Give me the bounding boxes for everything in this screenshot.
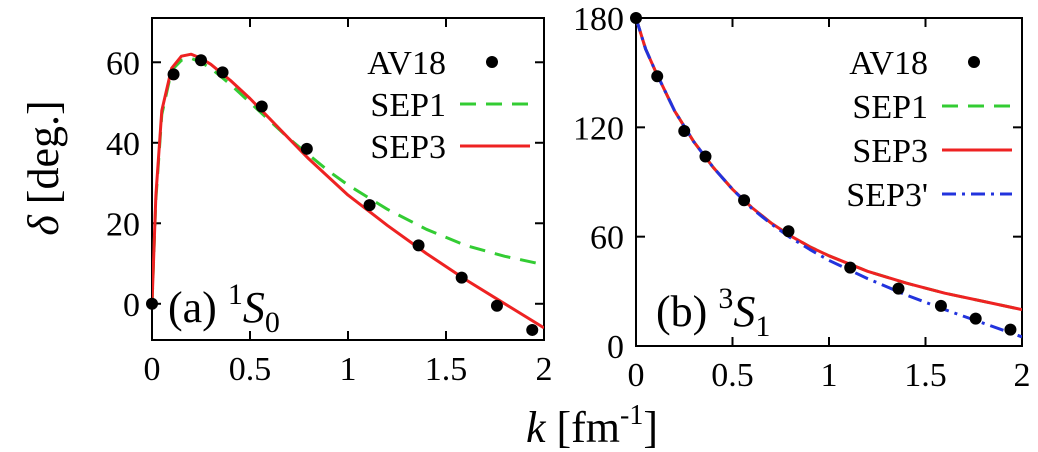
legend-label: SEP1: [370, 87, 446, 124]
data-point-av18: [970, 313, 982, 325]
legend-marker: [968, 56, 980, 68]
data-point-av18: [413, 239, 425, 251]
legend-label: SEP3: [852, 133, 928, 170]
y-tick-label: 20: [106, 206, 140, 243]
data-point-av18: [1004, 324, 1016, 336]
y-tick-label: 0: [607, 329, 624, 366]
x-tick-label: 1.5: [904, 357, 947, 394]
panel-label-b: (b) 3S1: [656, 282, 770, 343]
y-tick-label: 0: [123, 287, 140, 324]
data-point-av18: [301, 143, 313, 155]
x-tick-label: 1.5: [425, 351, 468, 388]
y-tick-label: 120: [573, 110, 624, 147]
x-axis-label: k [fm-1]: [526, 400, 658, 452]
data-point-av18: [935, 300, 947, 312]
y-tick-label: 60: [590, 220, 624, 257]
data-point-av18: [491, 300, 503, 312]
data-point-av18: [699, 150, 711, 162]
data-point-av18: [630, 12, 642, 24]
y-axis-label-unit: [deg.]: [19, 100, 68, 215]
legend-label: AV18: [367, 45, 446, 82]
x-tick-label: 0.5: [711, 357, 754, 394]
panel-b: 0 0.5 1 1.5 2 0 60 120 180 AV18 SEP1 SEP3 SEP3' (b) 3…: [573, 1, 1031, 394]
x-tick-label: 2: [1014, 357, 1031, 394]
x-axis-label-k: k: [526, 403, 547, 452]
data-point-av18: [651, 70, 663, 82]
legend-label: SEP3': [846, 177, 928, 214]
legend-label: AV18: [849, 45, 928, 82]
data-point-av18: [738, 194, 750, 206]
data-point-av18: [892, 283, 904, 295]
y-tick-label: 40: [106, 126, 140, 163]
x-tick-label: 1: [821, 357, 838, 394]
x-axis-label-sup: -1: [620, 400, 643, 431]
legend-label: SEP1: [852, 89, 928, 126]
data-point-av18: [364, 199, 376, 211]
panel-label-a: (a) 1S0: [168, 278, 280, 339]
data-point-av18: [256, 101, 268, 113]
series-line-sep1: [152, 58, 544, 303]
data-point-av18: [195, 54, 207, 66]
data-point-av18: [456, 272, 468, 284]
legend-marker: [486, 56, 498, 68]
x-tick-label: 0: [628, 357, 645, 394]
data-point-av18: [146, 298, 158, 310]
legend-label: SEP3: [370, 129, 446, 166]
x-tick-label: 2: [536, 351, 553, 388]
y-tick-label: 60: [106, 45, 140, 82]
data-point-av18: [526, 324, 538, 336]
x-axis-label-close: ]: [643, 403, 658, 452]
x-tick-label: 0.5: [229, 351, 272, 388]
data-point-av18: [782, 225, 794, 237]
data-point-av18: [678, 125, 690, 137]
series-line-sep1: [636, 18, 1022, 310]
x-tick-label: 0: [144, 351, 161, 388]
y-tick-label: 180: [573, 1, 624, 38]
x-axis-label-unit: [fm: [546, 403, 621, 452]
data-point-av18: [844, 262, 856, 274]
x-tick-label: 1: [340, 351, 357, 388]
data-point-av18: [217, 66, 229, 78]
y-axis-label: δ [deg.]: [19, 100, 68, 235]
series-line-sep3: [636, 18, 1022, 310]
data-point-av18: [168, 68, 180, 80]
